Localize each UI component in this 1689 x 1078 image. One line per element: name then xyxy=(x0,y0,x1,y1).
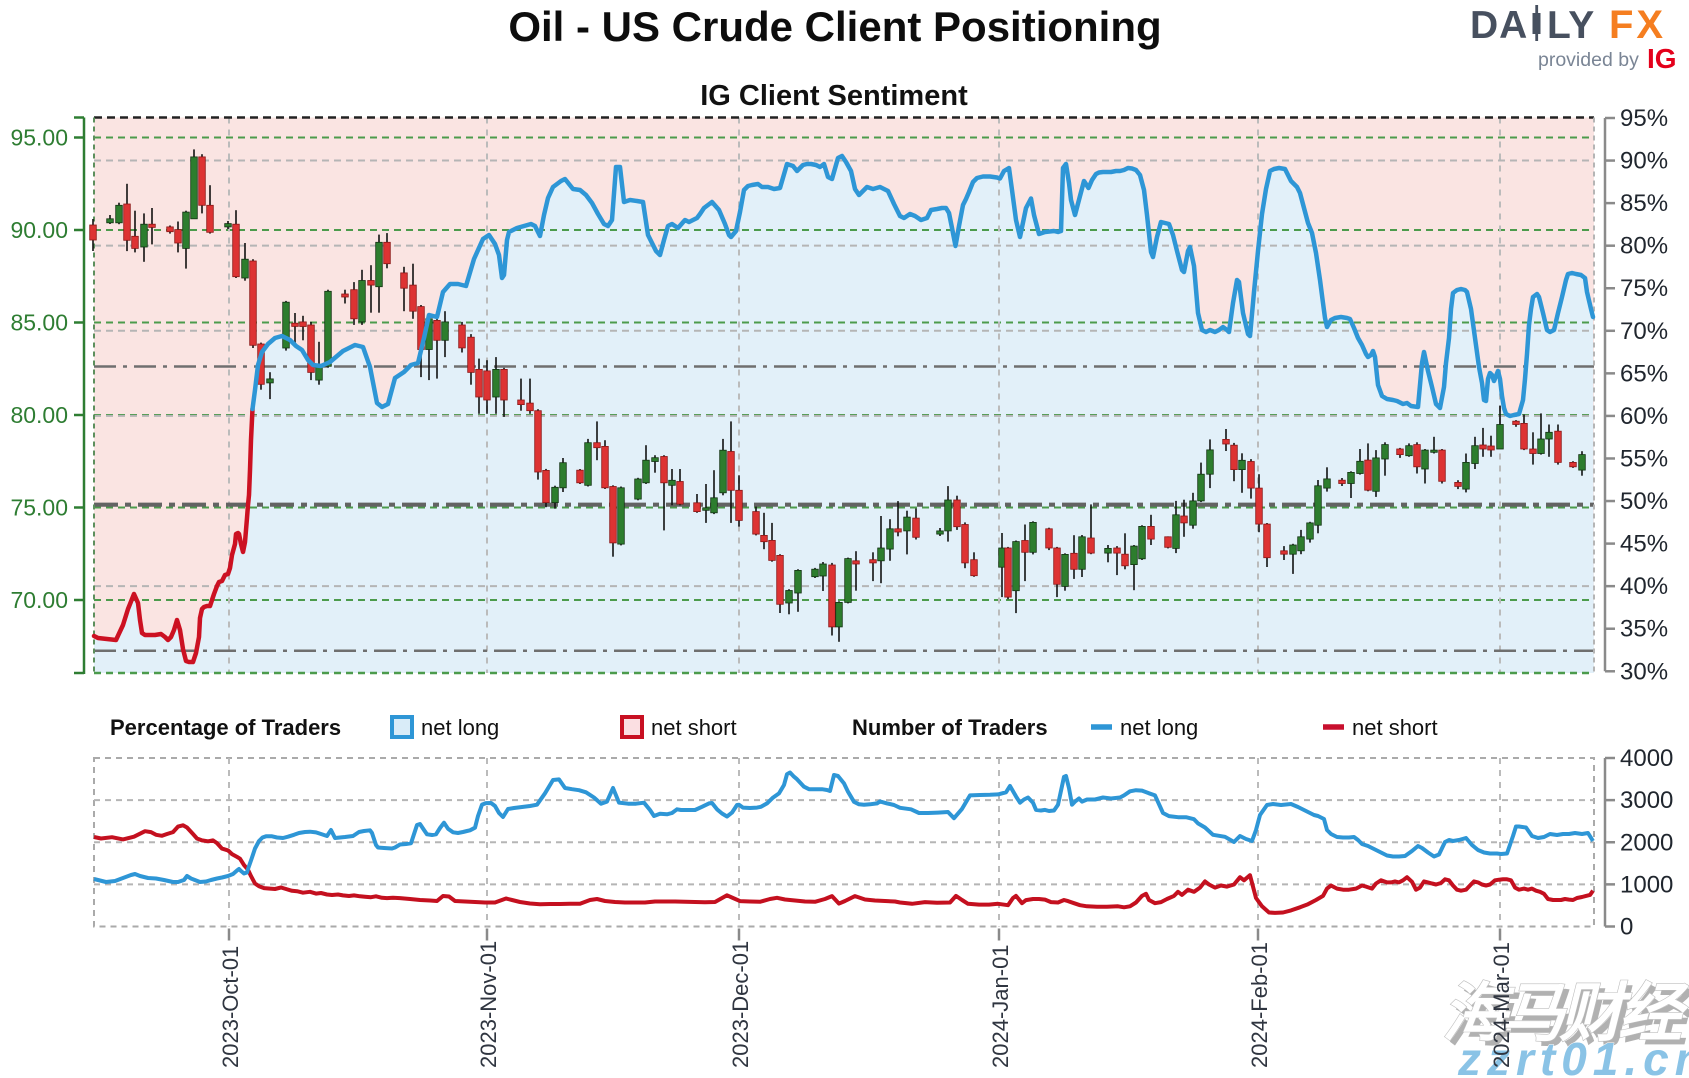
svg-text:85.00: 85.00 xyxy=(10,310,68,336)
svg-text:2023-Oct-01: 2023-Oct-01 xyxy=(218,946,243,1068)
svg-text:2000: 2000 xyxy=(1620,829,1673,856)
svg-text:海马财经: 海马财经 xyxy=(1447,982,1689,1054)
svg-text:80%: 80% xyxy=(1620,233,1668,260)
svg-text:50%: 50% xyxy=(1620,488,1668,515)
svg-text:IG: IG xyxy=(1647,43,1677,74)
svg-text:90%: 90% xyxy=(1620,148,1668,175)
svg-text:70.00: 70.00 xyxy=(10,587,68,613)
svg-text:95.00: 95.00 xyxy=(10,125,68,151)
svg-text:net short: net short xyxy=(651,715,737,740)
svg-text:Percentage of Traders: Percentage of Traders xyxy=(110,715,341,740)
svg-text:4000: 4000 xyxy=(1620,745,1673,772)
svg-text:provided by: provided by xyxy=(1538,49,1639,71)
svg-text:net short: net short xyxy=(1352,715,1438,740)
svg-text:75.00: 75.00 xyxy=(10,495,68,521)
svg-text:1000: 1000 xyxy=(1620,871,1673,898)
svg-text:海马财经: 海马财经 xyxy=(1442,977,1689,1049)
svg-text:2023-Nov-01: 2023-Nov-01 xyxy=(476,941,501,1068)
svg-text:2024-Mar-01: 2024-Mar-01 xyxy=(1489,942,1514,1068)
svg-text:70%: 70% xyxy=(1620,318,1668,345)
svg-text:85%: 85% xyxy=(1620,190,1668,217)
svg-text:40%: 40% xyxy=(1620,573,1668,600)
svg-text:45%: 45% xyxy=(1620,531,1668,558)
svg-text:LY: LY xyxy=(1547,4,1595,47)
svg-text:3000: 3000 xyxy=(1620,787,1673,814)
svg-text:DA: DA xyxy=(1470,4,1528,47)
svg-text:60%: 60% xyxy=(1620,403,1668,430)
svg-text:75%: 75% xyxy=(1620,275,1668,302)
svg-text:2023-Dec-01: 2023-Dec-01 xyxy=(728,941,753,1068)
svg-text:90.00: 90.00 xyxy=(10,217,68,243)
svg-text:30%: 30% xyxy=(1620,658,1668,685)
svg-text:net long: net long xyxy=(1120,715,1198,740)
svg-text:2024-Feb-01: 2024-Feb-01 xyxy=(1247,942,1272,1068)
svg-text:Oil - US Crude Client Position: Oil - US Crude Client Positioning xyxy=(508,3,1161,50)
svg-text:0: 0 xyxy=(1620,914,1633,941)
svg-text:FX: FX xyxy=(1609,3,1666,47)
svg-text:2024-Jan-01: 2024-Jan-01 xyxy=(988,944,1013,1068)
svg-text:65%: 65% xyxy=(1620,360,1668,387)
svg-text:95%: 95% xyxy=(1620,105,1668,132)
svg-text:Number of Traders: Number of Traders xyxy=(852,715,1048,740)
svg-text:IG Client Sentiment: IG Client Sentiment xyxy=(700,80,968,112)
svg-text:55%: 55% xyxy=(1620,445,1668,472)
svg-text:35%: 35% xyxy=(1620,616,1668,643)
svg-text:80.00: 80.00 xyxy=(10,402,68,428)
svg-text:zzrt01.cn: zzrt01.cn xyxy=(1457,1033,1689,1078)
svg-text:net long: net long xyxy=(421,715,499,740)
